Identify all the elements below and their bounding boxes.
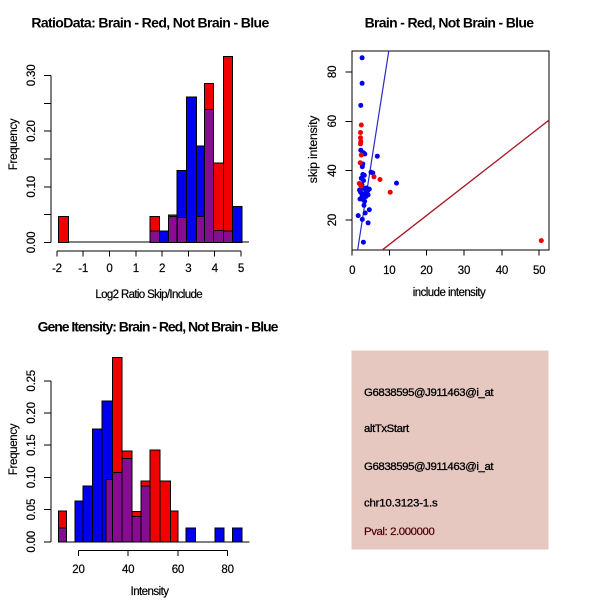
svg-text:40: 40 bbox=[496, 265, 508, 277]
svg-text:0.25: 0.25 bbox=[26, 370, 38, 392]
svg-text:80: 80 bbox=[327, 66, 339, 78]
svg-text:0.20: 0.20 bbox=[26, 120, 38, 142]
svg-text:G6838595@J911463@i_at: G6838595@J911463@i_at bbox=[364, 387, 494, 399]
svg-text:Frequency: Frequency bbox=[8, 423, 20, 475]
svg-text:-1: -1 bbox=[78, 263, 88, 275]
svg-text:0.05: 0.05 bbox=[26, 499, 38, 521]
svg-text:Gene Itensity: Brain - Red, No: Gene Itensity: Brain - Red, Not Brain - … bbox=[38, 319, 279, 335]
svg-text:0: 0 bbox=[349, 265, 355, 277]
svg-text:Intensity: Intensity bbox=[131, 586, 170, 598]
svg-text:80: 80 bbox=[221, 564, 233, 576]
svg-text:Frequency: Frequency bbox=[8, 118, 20, 170]
svg-text:skip intensity: skip intensity bbox=[306, 115, 320, 184]
svg-text:0.20: 0.20 bbox=[26, 402, 38, 424]
svg-text:0: 0 bbox=[106, 263, 112, 275]
svg-text:50: 50 bbox=[533, 265, 545, 277]
svg-text:RatioData: Brain - Red, Not Br: RatioData: Brain - Red, Not Brain - Blue bbox=[31, 14, 269, 30]
svg-text:20: 20 bbox=[420, 265, 432, 277]
svg-text:40: 40 bbox=[122, 564, 134, 576]
svg-text:20: 20 bbox=[72, 564, 84, 576]
svg-text:3: 3 bbox=[185, 263, 191, 275]
svg-text:0.10: 0.10 bbox=[26, 176, 38, 198]
svg-text:60: 60 bbox=[327, 115, 339, 127]
svg-text:10: 10 bbox=[383, 265, 395, 277]
svg-text:4: 4 bbox=[212, 263, 219, 275]
svg-text:0.00: 0.00 bbox=[26, 232, 38, 254]
svg-text:include intensity: include intensity bbox=[413, 287, 486, 299]
svg-text:0.00: 0.00 bbox=[26, 531, 38, 553]
svg-text:20: 20 bbox=[327, 214, 339, 226]
svg-text:Brain - Red, Not Brain - Blue: Brain - Red, Not Brain - Blue bbox=[365, 14, 535, 30]
svg-text:G6838595@J911463@i_at: G6838595@J911463@i_at bbox=[364, 461, 494, 473]
svg-text:40: 40 bbox=[327, 164, 339, 176]
svg-text:5: 5 bbox=[238, 263, 244, 275]
svg-text:1: 1 bbox=[133, 263, 139, 275]
svg-text:0.30: 0.30 bbox=[26, 65, 38, 87]
svg-text:chr10.3123-1.s: chr10.3123-1.s bbox=[364, 497, 438, 509]
svg-text:0.10: 0.10 bbox=[26, 467, 38, 489]
svg-text:2: 2 bbox=[159, 263, 165, 275]
svg-text:60: 60 bbox=[172, 564, 184, 576]
svg-text:0.15: 0.15 bbox=[26, 434, 38, 456]
svg-text:30: 30 bbox=[458, 265, 470, 277]
svg-text:altTxStart: altTxStart bbox=[364, 423, 410, 435]
svg-text:Log2 Ratio Skip/Include: Log2 Ratio Skip/Include bbox=[95, 289, 202, 301]
svg-text:Pval: 2.000000: Pval: 2.000000 bbox=[364, 526, 434, 538]
svg-text:-2: -2 bbox=[52, 263, 62, 275]
